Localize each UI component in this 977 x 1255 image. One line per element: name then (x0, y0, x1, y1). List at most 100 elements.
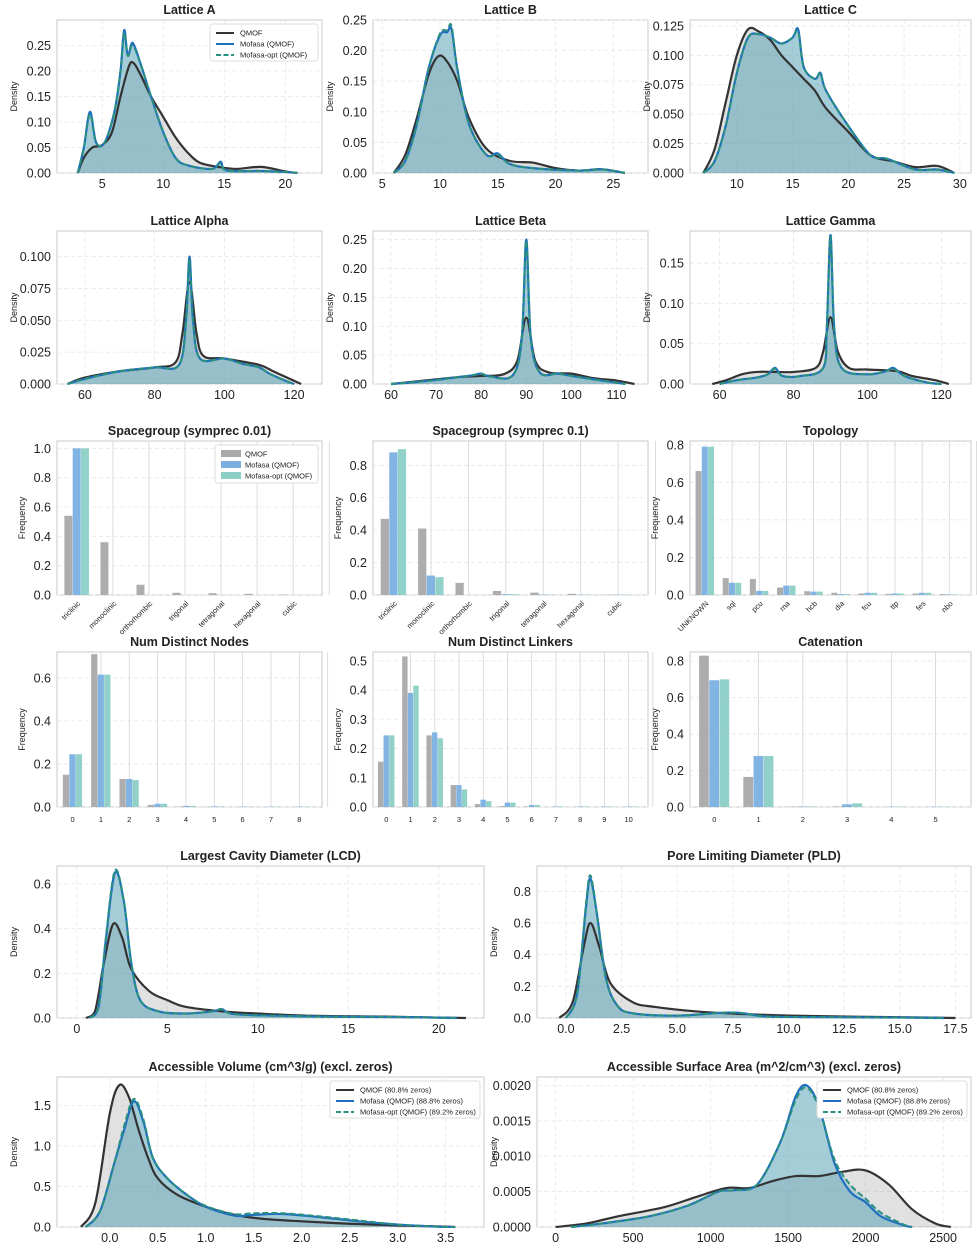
y-axis-label: Density (9, 1136, 19, 1167)
x-tick-label: tetragonal (197, 599, 227, 629)
y-tick-label: 0.00 (343, 378, 367, 392)
density-fill-mofasa (565, 878, 945, 1018)
density-line-mofasa-opt (393, 22, 626, 174)
y-tick-label: 0.05 (27, 141, 51, 155)
plot-area (372, 230, 649, 385)
bar-mofasa-opt (762, 590, 769, 595)
x-tick-label: 2.5 (613, 1022, 630, 1036)
density-fill-mofasa (703, 28, 955, 174)
x-tick-label: 3.0 (389, 1231, 406, 1245)
x-tick-label: 80 (787, 388, 801, 402)
bar-qmof (208, 593, 217, 595)
legend-label: Mofasa (QMOF) (245, 461, 300, 470)
bar-mofasa-opt (843, 594, 850, 595)
x-tick-label: 1500 (774, 1231, 802, 1245)
x-tick-label: rna (778, 598, 793, 613)
bar-mofasa (728, 582, 735, 595)
x-tick-label: triclinic (60, 599, 83, 622)
bar-mofasa-opt (389, 735, 395, 807)
bar-mofasa (625, 806, 632, 807)
x-tick-label: 4 (889, 815, 893, 824)
panel-title: Lattice Beta (475, 214, 547, 228)
y-tick-label: 0.100 (20, 250, 51, 264)
x-tick-label: 0.5 (149, 1231, 166, 1245)
legend-key-mofasa-opt (221, 472, 241, 479)
legend-label: Mofasa (QMOF) (88.8% zeros) (360, 1097, 463, 1106)
density-line-mofasa (570, 1083, 913, 1229)
x-tick-label: 2.0 (293, 1231, 310, 1245)
panel: Pore Limiting Diameter (PLD) Density 0.0 2.… (489, 849, 972, 1036)
bar-qmof (377, 761, 384, 807)
y-axis-label: Frequency (17, 708, 27, 751)
legend-box (816, 1080, 968, 1119)
y-tick-label: 0.2 (34, 559, 51, 573)
bar-mofasa (864, 592, 871, 595)
bar-mofasa-opt (789, 585, 796, 595)
legend-label: QMOF (245, 450, 268, 459)
x-tick-label: trigonal (487, 599, 511, 623)
y-tick-label: 0.10 (343, 320, 367, 334)
bar-qmof (244, 593, 253, 595)
x-tick-label: 3.5 (437, 1231, 454, 1245)
x-tick-label: 2500 (929, 1231, 957, 1245)
panel: Accessible Volume (cm^3/g) (excl. zeros)… (9, 1060, 485, 1245)
x-tick-label: 0.0 (101, 1231, 118, 1245)
density-fill-qmof (559, 923, 956, 1018)
density-fill-mofasa (719, 235, 942, 384)
x-tick-label: 4 (481, 815, 485, 824)
y-tick-label: 0.8 (34, 471, 51, 485)
y-axis-label: Density (642, 81, 652, 112)
bar-qmof (912, 593, 919, 595)
bar-qmof (885, 593, 892, 595)
panel: Accessible Surface Area (m^2/cm^3) (excl… (489, 1060, 972, 1245)
bar-mofasa-opt (75, 754, 83, 807)
bar-qmof (939, 594, 946, 595)
y-tick-label: 0.4 (350, 524, 367, 538)
x-tick-label: 0 (712, 815, 716, 824)
bar-mofasa (501, 594, 510, 595)
y-tick-label: 0.000 (653, 167, 684, 181)
bar-mofasa-opt (510, 594, 519, 595)
bar-mofasa (182, 805, 189, 807)
y-tick-label: 0.6 (514, 917, 531, 931)
x-tick-label: 30 (953, 177, 967, 191)
x-tick-label: 10 (433, 177, 447, 191)
legend-label: Mofasa-opt (QMOF) (89.2% zeros) (360, 1108, 476, 1117)
bar-qmof (831, 806, 842, 807)
x-tick-label: 1.5 (245, 1231, 262, 1245)
y-tick-label: 0.20 (343, 44, 367, 58)
y-tick-label: 1.0 (34, 442, 51, 456)
density-line-mofasa-opt (702, 29, 955, 174)
legend-label: Mofasa-opt (QMOF) (245, 472, 313, 481)
y-axis-label: Density (325, 81, 335, 112)
bar-mofasa-opt (582, 806, 589, 807)
panel: Num Distinct Nodes Frequency 0.0 0.2 0.4 0.6 0… (17, 635, 329, 824)
density-line-mofasa-opt (88, 868, 457, 1019)
y-axis-label: Density (489, 926, 499, 957)
x-tick-label: 2000 (852, 1231, 880, 1245)
x-tick-label: 20 (432, 1022, 446, 1036)
panel: Topology Frequency 0.0 0.2 0.4 0.6 0.8 UNKNOWN s… (650, 424, 977, 633)
x-tick-label: 0 (552, 1231, 559, 1245)
bar-mofasa-opt (807, 806, 818, 807)
x-tick-label: 15.0 (888, 1022, 912, 1036)
x-tick-label: 60 (78, 388, 92, 402)
x-tick-label: fcu (860, 599, 873, 612)
bar-mofasa (456, 785, 462, 807)
density-fill-mofasa (571, 1085, 913, 1227)
plot-area (689, 230, 972, 385)
density-line-mofasa-opt (565, 874, 945, 1019)
x-tick-label: hcb (804, 599, 819, 614)
bar-qmof (804, 591, 811, 595)
y-tick-label: 0.0 (350, 589, 367, 603)
x-tick-label: 80 (148, 388, 162, 402)
density-line-mofasa-opt (85, 1097, 456, 1228)
bar-mofasa-opt (952, 594, 959, 595)
x-tick-label: 6 (241, 815, 245, 824)
bar-mofasa-opt (631, 806, 637, 807)
density-fill-qmof (712, 317, 949, 384)
bar-mofasa (154, 803, 161, 807)
density-line-mofasa-opt (67, 258, 295, 385)
x-tick-label: 7 (554, 815, 558, 824)
bar-mofasa-opt (397, 449, 407, 595)
